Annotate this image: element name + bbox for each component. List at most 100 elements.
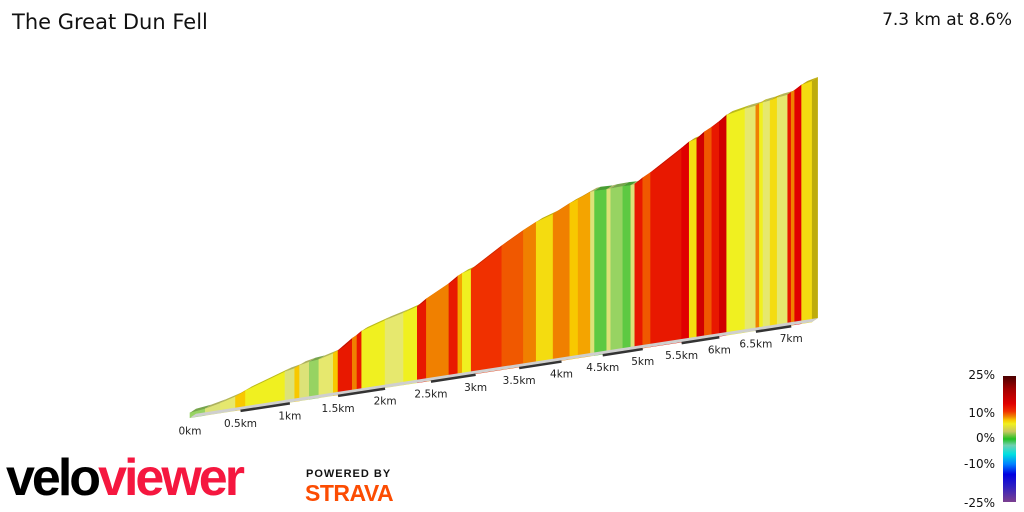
segment-face — [719, 114, 728, 337]
segment-face — [681, 141, 690, 343]
segment-top — [205, 398, 227, 409]
x-tick-label: 5.5km — [665, 350, 698, 362]
segment-top — [245, 367, 291, 391]
segment-top — [650, 144, 688, 173]
distance-scale-bar — [602, 347, 643, 357]
segment-face — [762, 99, 771, 330]
segment-face — [688, 138, 698, 342]
segment-top — [190, 404, 212, 413]
legend-label-25: 25% — [968, 368, 995, 382]
segment-top — [299, 357, 316, 366]
segment-top — [594, 185, 613, 191]
distance-scale-bar — [430, 373, 476, 383]
legend-label-0: 0% — [975, 431, 995, 445]
x-tick-label: 4km — [550, 369, 573, 381]
segment-top — [536, 210, 560, 223]
segment-face — [769, 97, 778, 329]
segment-top — [220, 392, 242, 403]
segment-face — [630, 183, 636, 351]
powered-by-label: POWERED BY — [306, 468, 392, 480]
x-tick-label: 0.5km — [224, 418, 257, 430]
segment-face — [610, 185, 624, 354]
segment-top — [426, 279, 455, 299]
distance-scale-bar — [681, 336, 720, 345]
segment-face — [403, 305, 418, 386]
segment-top — [801, 77, 818, 85]
segment-face — [426, 282, 450, 382]
segment-top — [745, 101, 762, 109]
segment-face — [351, 334, 358, 394]
distance-scale-bar — [240, 402, 291, 413]
segment-face — [590, 190, 595, 357]
segment-top — [403, 302, 424, 313]
segment-face — [299, 361, 310, 402]
segment-face — [787, 91, 792, 327]
strava-logo: STRAVA — [305, 480, 394, 506]
x-tick-label: 3.5km — [503, 375, 536, 387]
x-tick-label: 3km — [464, 382, 487, 394]
segment-face — [284, 367, 296, 404]
segment-face — [501, 229, 524, 371]
gradient-color-scale — [1003, 376, 1016, 502]
segment-face — [642, 171, 651, 349]
segment-top — [284, 364, 301, 372]
segment-face — [294, 364, 300, 402]
segment-face — [744, 105, 757, 333]
profile-end-face — [811, 77, 818, 323]
legend-label-minus-25: -25% — [963, 496, 995, 510]
segment-face — [622, 184, 632, 352]
distance-scale-bar — [755, 324, 792, 333]
segment-face — [634, 177, 644, 350]
segment-face — [332, 350, 339, 397]
segment-top — [606, 184, 617, 190]
x-tick-label: 2.5km — [414, 389, 447, 401]
x-tick-label: 1.5km — [322, 403, 355, 415]
segment-top — [294, 361, 306, 369]
segment-face — [337, 337, 353, 396]
segment-face — [552, 202, 571, 363]
segment-top — [385, 308, 410, 321]
segment-face — [794, 84, 802, 326]
segment-face — [650, 147, 682, 348]
segment-face — [759, 101, 764, 331]
segment-top — [770, 93, 784, 101]
legend-label-10: 10% — [968, 406, 995, 420]
segment-top — [235, 386, 252, 397]
distance-scale-bar — [337, 387, 386, 398]
segment-top — [777, 90, 794, 98]
segment-face — [448, 275, 459, 379]
segment-face — [776, 94, 789, 328]
segment-top — [471, 241, 508, 270]
x-tick-label: 2km — [374, 396, 397, 408]
x-tick-label: 1km — [278, 410, 301, 422]
distance-scale-bar — [518, 360, 562, 370]
segment-face — [470, 244, 503, 375]
profile-base — [190, 318, 818, 418]
segment-face — [594, 189, 608, 356]
segment-top — [318, 349, 340, 360]
segment-top — [622, 181, 637, 187]
segment-face — [361, 319, 386, 392]
segment-top — [590, 186, 601, 192]
segment-top — [361, 316, 392, 332]
x-tick-label: 7km — [780, 333, 803, 345]
segment-face — [523, 221, 537, 367]
segment-top — [755, 99, 766, 106]
segment-top — [309, 355, 325, 362]
segment-face — [356, 330, 363, 393]
segment-top — [578, 187, 597, 200]
segment-top — [726, 104, 752, 115]
segment-face — [577, 191, 591, 359]
segment-face — [569, 198, 579, 360]
x-tick-label: 6km — [708, 344, 731, 356]
segment-top — [763, 96, 777, 103]
segment-top — [501, 226, 530, 246]
segment-face — [462, 268, 472, 377]
segment-face — [790, 89, 796, 326]
x-tick-label: 0km — [179, 426, 202, 438]
veloviewer-logo: veloviewer — [6, 449, 245, 507]
segment-face — [308, 358, 320, 400]
x-tick-label: 6.5km — [739, 339, 772, 351]
climb-summary: 7.3 km at 8.6% — [882, 10, 1012, 30]
